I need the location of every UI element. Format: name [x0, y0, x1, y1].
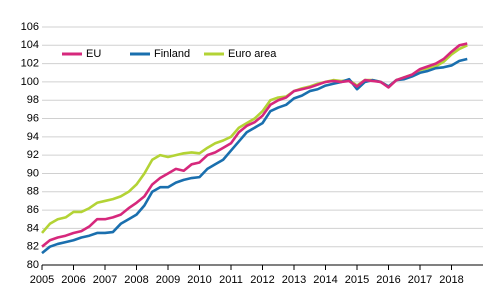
- x-tick-label: 2017: [408, 274, 432, 286]
- y-tick-label: 94: [27, 131, 39, 143]
- x-tick-label: 2009: [156, 274, 180, 286]
- y-tick-label: 84: [27, 222, 39, 234]
- x-tick-label: 2013: [282, 274, 306, 286]
- x-tick-label: 2018: [439, 274, 463, 286]
- x-tick-label: 2014: [313, 274, 337, 286]
- x-tick-label: 2012: [250, 274, 274, 286]
- x-tick-label: 2015: [345, 274, 369, 286]
- series-line: [41, 57, 468, 255]
- series-line: [41, 44, 468, 234]
- y-tick-label: 96: [27, 112, 39, 124]
- y-tick-label: 106: [21, 21, 39, 33]
- legend-label: EU: [86, 48, 101, 60]
- y-tick-label: 80: [27, 259, 39, 271]
- y-tick-label: 102: [21, 58, 39, 70]
- y-tick-label: 90: [27, 167, 39, 179]
- x-tick-label: 2005: [30, 274, 54, 286]
- y-tick-label: 88: [27, 186, 39, 198]
- x-tick-label: 2010: [187, 274, 211, 286]
- y-tick-label: 92: [27, 149, 39, 161]
- y-tick-label: 104: [21, 39, 39, 51]
- legend-label: Finland: [154, 48, 190, 60]
- x-tick-label: 2011: [219, 274, 243, 286]
- y-tick-label: 98: [27, 94, 39, 106]
- x-tick-label: 2006: [61, 274, 85, 286]
- x-tick-label: 2008: [124, 274, 148, 286]
- y-tick-label: 100: [21, 76, 39, 88]
- series-line: [41, 42, 468, 248]
- x-tick-label: 2007: [93, 274, 117, 286]
- y-tick-label: 86: [27, 204, 39, 216]
- legend-label: Euro area: [228, 48, 277, 60]
- x-tick-label: 2016: [376, 274, 400, 286]
- y-tick-label: 82: [27, 241, 39, 253]
